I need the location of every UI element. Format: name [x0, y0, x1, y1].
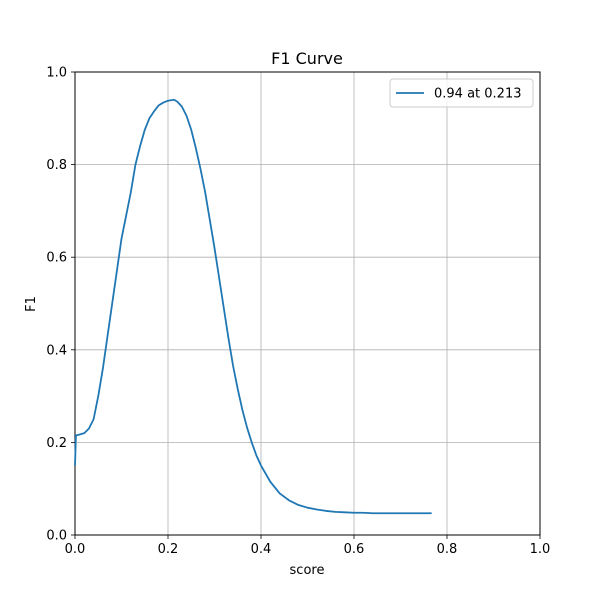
y-tick-label: 0.2	[46, 436, 67, 451]
x-tick-label: 0.0	[65, 542, 86, 557]
grid-lines	[74, 71, 541, 536]
y-axis-title: F1	[24, 296, 39, 312]
y-tick-label: 1.0	[46, 66, 67, 81]
x-axis-title: score	[290, 563, 325, 578]
x-tick-label: 0.6	[344, 542, 365, 557]
x-tick-label: 0.2	[158, 542, 179, 557]
x-tick-label: 0.4	[251, 542, 272, 557]
x-tick-label: 1.0	[530, 542, 551, 557]
legend-label: 0.94 at 0.213	[434, 87, 522, 102]
axis-ticks: 0.0 0.2 0.4 0.6 0.8 1.0 0.0 0.2 0.4 0.6 0.8 1.0	[46, 66, 550, 558]
series-layer	[74, 98, 432, 515]
y-tick-label: 0.8	[46, 158, 67, 173]
f1-curve-line	[74, 98, 432, 515]
y-tick-label: 0.6	[46, 251, 67, 266]
legend: 0.94 at 0.213	[389, 78, 534, 108]
y-tick-label: 0.4	[46, 343, 67, 358]
y-tick-label: 0.0	[46, 529, 67, 544]
x-tick-label: 0.8	[437, 542, 458, 557]
legend-box	[389, 78, 534, 108]
plot-frame	[74, 71, 541, 536]
chart-title: F1 Curve	[271, 49, 343, 68]
